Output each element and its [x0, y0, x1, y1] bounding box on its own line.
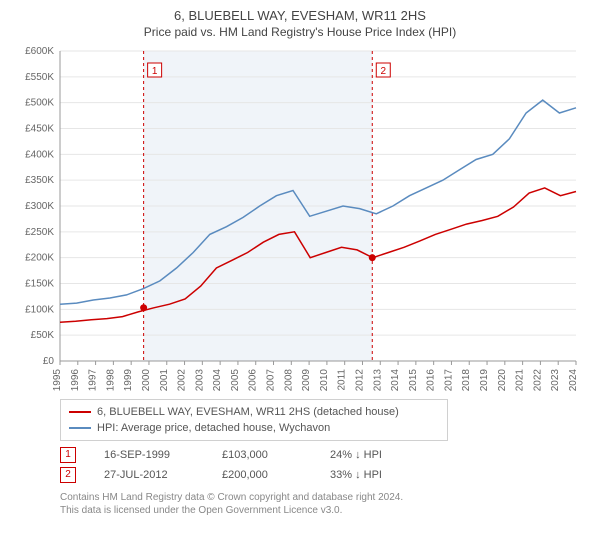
svg-text:£400K: £400K — [25, 149, 54, 160]
footnote-line: Contains HM Land Registry data © Crown c… — [60, 491, 588, 504]
svg-text:2017: 2017 — [443, 369, 454, 392]
chart-title-address: 6, BLUEBELL WAY, EVESHAM, WR11 2HS — [12, 8, 588, 23]
svg-text:1995: 1995 — [52, 369, 63, 392]
svg-text:2005: 2005 — [230, 369, 241, 392]
price-chart: £0 £50K £100K £150K £200K £250K £300K £350K £400… — [12, 43, 588, 393]
svg-text:2002: 2002 — [177, 369, 188, 392]
svg-text:£550K: £550K — [25, 72, 54, 83]
svg-text:2018: 2018 — [461, 369, 472, 392]
svg-text:2: 2 — [380, 66, 386, 77]
svg-text:2012: 2012 — [354, 369, 365, 392]
chart-title-subtitle: Price paid vs. HM Land Registry's House … — [12, 25, 588, 39]
svg-text:2006: 2006 — [248, 369, 259, 392]
svg-text:2024: 2024 — [568, 369, 579, 392]
svg-text:£0: £0 — [43, 356, 55, 367]
svg-text:2011: 2011 — [337, 369, 348, 391]
svg-text:£300K: £300K — [25, 201, 54, 212]
svg-text:£50K: £50K — [31, 330, 55, 341]
sale-diff: 33% ↓ HPI — [330, 465, 420, 485]
svg-text:2015: 2015 — [408, 369, 419, 392]
svg-text:2016: 2016 — [426, 369, 437, 392]
svg-text:1: 1 — [152, 66, 158, 77]
svg-text:2000: 2000 — [141, 369, 152, 392]
svg-text:2008: 2008 — [283, 369, 294, 392]
svg-text:£350K: £350K — [25, 175, 54, 186]
svg-text:£150K: £150K — [25, 279, 54, 290]
svg-text:£500K: £500K — [25, 98, 54, 109]
svg-text:£200K: £200K — [25, 253, 54, 264]
svg-text:2014: 2014 — [390, 369, 401, 392]
svg-text:2003: 2003 — [194, 369, 205, 392]
svg-text:2013: 2013 — [372, 369, 383, 392]
sale-price: £200,000 — [222, 465, 302, 485]
sale-marker-icon: 2 — [60, 467, 76, 483]
legend-line-property — [69, 411, 91, 413]
svg-text:2020: 2020 — [497, 369, 508, 392]
footnote-line: This data is licensed under the Open Gov… — [60, 504, 588, 517]
svg-text:2009: 2009 — [301, 369, 312, 392]
chart-legend: 6, BLUEBELL WAY, EVESHAM, WR11 2HS (deta… — [60, 399, 448, 441]
svg-text:2019: 2019 — [479, 369, 490, 392]
svg-text:1999: 1999 — [123, 369, 134, 392]
legend-hpi-series: HPI: Average price, detached house, Wych… — [69, 420, 439, 436]
copyright-footnote: Contains HM Land Registry data © Crown c… — [60, 491, 588, 517]
sales-table: 1 16-SEP-1999 £103,000 24% ↓ HPI 2 27-JU… — [60, 445, 588, 485]
svg-text:2023: 2023 — [550, 369, 561, 392]
svg-text:2010: 2010 — [319, 369, 330, 392]
legend-property-series: 6, BLUEBELL WAY, EVESHAM, WR11 2HS (deta… — [69, 404, 439, 420]
legend-label-property: 6, BLUEBELL WAY, EVESHAM, WR11 2HS (deta… — [97, 404, 399, 420]
legend-line-hpi — [69, 427, 91, 429]
sale-price: £103,000 — [222, 445, 302, 465]
sale-marker-icon: 1 — [60, 447, 76, 463]
sale-row: 2 27-JUL-2012 £200,000 33% ↓ HPI — [60, 465, 588, 485]
svg-text:2021: 2021 — [515, 369, 526, 392]
sale-date: 27-JUL-2012 — [104, 465, 194, 485]
svg-text:2001: 2001 — [159, 369, 170, 392]
legend-label-hpi: HPI: Average price, detached house, Wych… — [97, 420, 330, 436]
sale-row: 1 16-SEP-1999 £103,000 24% ↓ HPI — [60, 445, 588, 465]
svg-text:£250K: £250K — [25, 227, 54, 238]
sale-date: 16-SEP-1999 — [104, 445, 194, 465]
svg-text:1996: 1996 — [70, 369, 81, 392]
svg-text:2004: 2004 — [212, 369, 223, 392]
svg-text:1997: 1997 — [88, 369, 99, 392]
svg-text:2022: 2022 — [532, 369, 543, 392]
svg-text:£450K: £450K — [25, 124, 54, 135]
svg-text:2007: 2007 — [266, 369, 277, 392]
svg-text:1998: 1998 — [105, 369, 116, 392]
svg-text:£100K: £100K — [25, 304, 54, 315]
sale-diff: 24% ↓ HPI — [330, 445, 420, 465]
svg-text:£600K: £600K — [25, 46, 54, 57]
